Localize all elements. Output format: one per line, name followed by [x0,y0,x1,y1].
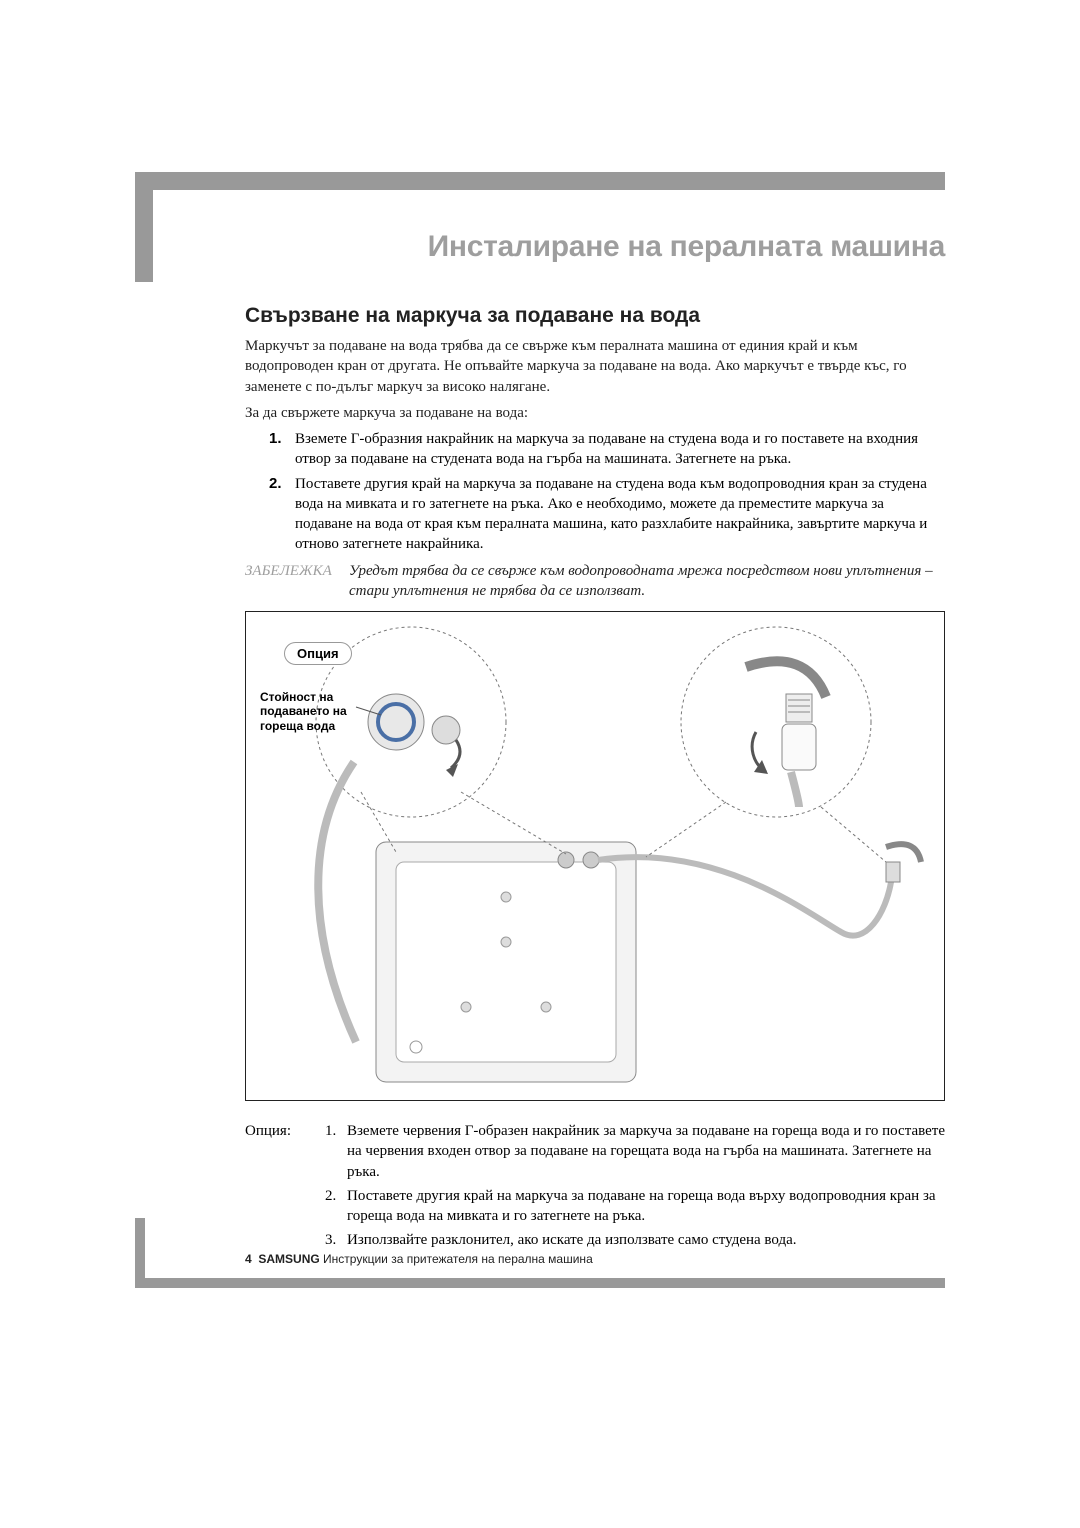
list-item: 1. Вземете червения Г-образен накрайник … [325,1121,945,1182]
step-number: 1. [269,429,295,470]
note-label: ЗАБЕЛЕЖКА [245,561,349,602]
note-row: ЗАБЕЛЕЖКА Уредът трябва да се свърже към… [245,561,945,602]
footer-bar-vertical [135,1218,145,1288]
option-number: 1. [325,1121,347,1182]
header-bar-horizontal [135,172,945,190]
step-text: Поставете другия край на маркуча за пода… [295,474,945,555]
footer-page-number: 4 [245,1252,252,1266]
installation-figure: Опция Стойност на подаването на гореща в… [245,611,945,1101]
option-text: Вземете червения Г-образен накрайник за … [347,1121,945,1182]
step-number: 2. [269,474,295,555]
header-bar-vertical [135,172,153,282]
section-title: Свързване на маркуча за подаване на вода [245,304,945,328]
note-text: Уредът трябва да се свърже към водопрово… [349,561,945,602]
page: Инсталиране на пералната машина Свързван… [0,0,1080,1528]
list-item: 3. Използвайте разклонител, ако искате д… [325,1230,945,1250]
step-text: Вземете Г-образния накрайник на маркуча … [295,429,945,470]
list-item: 2. Поставете другия край на маркуча за п… [269,474,945,555]
page-title: Инсталиране на пералната машина [245,230,945,264]
option-number: 3. [325,1230,347,1250]
footer-tail: Инструкции за притежателя на перална маш… [323,1252,593,1266]
figure-option-bubble: Опция [284,642,352,665]
intro-paragraph-1: Маркучът за подаване на вода трябва да с… [245,336,945,397]
list-item: 2. Поставете другия край на маркуча за п… [325,1186,945,1227]
option-text: Използвайте разклонител, ако искате да и… [347,1230,797,1250]
numbered-steps: 1. Вземете Г-образния накрайник на марку… [269,429,945,555]
footer-brand: SAMSUNG [258,1252,319,1266]
option-number: 2. [325,1186,347,1227]
figure-svg [246,612,946,1102]
option-text: Поставете другия край на маркуча за пода… [347,1186,945,1227]
figure-hot-water-label: Стойност на подаването на гореща вода [260,690,370,733]
option-label: Опция: [245,1121,325,1255]
intro-paragraph-2: За да свържете маркуча за подаване на во… [245,403,945,423]
content-column: Инсталиране на пералната машина Свързван… [245,230,945,1255]
list-item: 1. Вземете Г-образния накрайник на марку… [269,429,945,470]
option-block: Опция: 1. Вземете червения Г-образен нак… [245,1121,945,1255]
page-footer: 4 SAMSUNG Инструкции за притежателя на п… [245,1252,593,1266]
footer-bar-horizontal [135,1278,945,1288]
